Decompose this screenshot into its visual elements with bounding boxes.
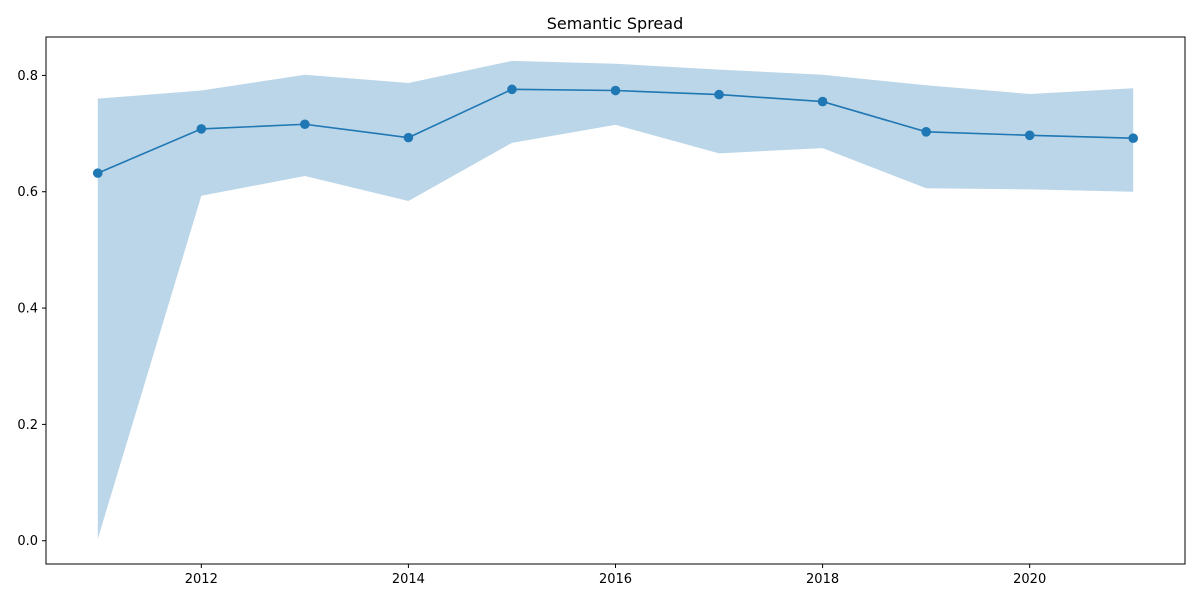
- y-tick-label: 0.6: [17, 185, 38, 200]
- y-tick-label: 0.8: [17, 69, 38, 84]
- data-point: [1128, 133, 1139, 144]
- data-point: [507, 84, 517, 95]
- data-point: [196, 124, 207, 134]
- x-tick-label: 2020: [1013, 572, 1046, 587]
- data-point: [92, 168, 103, 178]
- data-point: [403, 132, 414, 143]
- x-tick-label: 2014: [392, 572, 425, 587]
- confidence-band: [97, 60, 1134, 539]
- x-tick-label: 2016: [599, 572, 632, 587]
- data-point: [714, 89, 724, 100]
- data-point: [921, 127, 931, 137]
- x-tick-label: 2018: [806, 572, 839, 587]
- data-point: [1024, 130, 1035, 141]
- data-point: [817, 96, 828, 107]
- plot-area: 2012 2014 2016 2018 2020 0.0 0.2 0.4 0.6 0.8: [17, 36, 1186, 587]
- y-tick-label: 0.0: [17, 534, 38, 549]
- data-point: [610, 85, 621, 96]
- data-point: [300, 119, 310, 130]
- y-tick-label: 0.2: [17, 418, 38, 433]
- x-tick-label: 2012: [185, 572, 218, 587]
- chart-title: Semantic Spread: [547, 14, 683, 33]
- y-tick-label: 0.4: [17, 302, 38, 317]
